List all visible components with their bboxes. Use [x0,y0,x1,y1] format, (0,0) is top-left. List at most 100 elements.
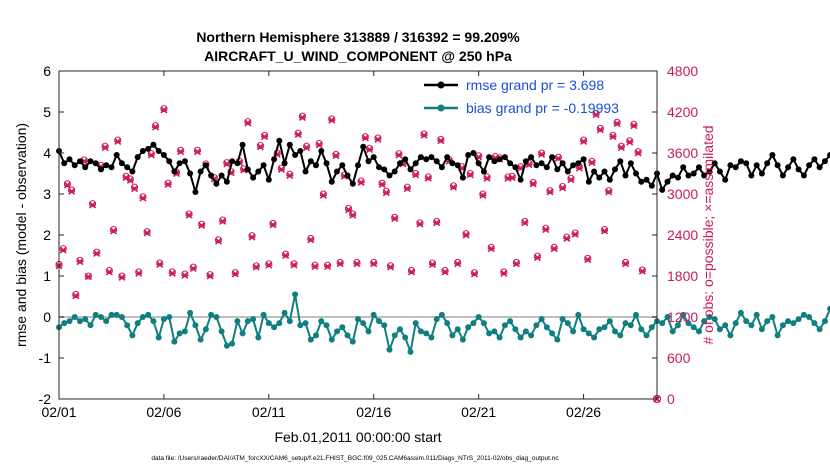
bias-point [669,328,676,335]
obs-possible-point [181,270,189,278]
rmse-point [202,162,209,169]
bias-point [381,322,388,329]
obs-possible-point [256,141,264,149]
obs-assimilated-point [454,260,462,268]
obs-possible-point [550,243,558,251]
obs-possible-point [395,150,403,158]
rmse-point [790,156,797,163]
obs-possible-point [177,146,185,154]
obs-possible-point [538,149,546,157]
bias-point [417,328,424,335]
obs-assimilated-point [307,236,315,244]
obs-possible-point [206,271,214,279]
obs-possible-point [311,261,319,269]
obs-possible-point [462,230,470,238]
obs-assimilated-point [533,253,541,262]
legend-rmse-marker [437,81,445,89]
rmse-point [601,168,608,175]
obs-assimilated-point [407,268,416,276]
data-file-footer: data file: /Users/raeder/DAI/ATM_forcXX/… [151,455,559,462]
bias-point [591,334,598,341]
obs-possible-point [219,216,227,224]
obs-possible-point [89,200,97,208]
rmse-point [250,174,257,181]
obs-possible-point [101,142,109,150]
rmse-point [716,168,723,175]
obs-assimilated-point [298,113,306,122]
rmse-point [617,158,624,165]
obs-assimilated-point [428,260,437,268]
rmse-point [213,180,220,187]
y-right-tick-label: 3600 [667,145,698,161]
rmse-point [129,168,136,175]
rmse-point [297,148,304,154]
bias-point [218,328,225,335]
obs-assimilated-point [303,143,311,152]
obs-possible-point [559,182,567,190]
obs-assimilated-point [508,174,516,182]
rmse-point [260,162,267,169]
obs-assimilated-point [357,178,365,186]
rmse-point [475,160,482,167]
obs-assimilated-point [126,176,134,184]
bias-point [265,320,272,327]
rmse-point [71,162,78,169]
obs-possible-point [408,267,416,275]
y-right-tick-label: 1800 [667,268,698,284]
rmse-point [113,152,120,158]
bias-point [145,311,152,318]
bias-point [800,311,807,318]
rmse-point [706,168,713,175]
obs-possible-point [269,219,277,227]
obs-possible-point [466,170,474,177]
rmse-point [77,158,83,165]
obs-possible-point [147,150,155,158]
bias-point [397,326,403,333]
obs-assimilated-point [118,273,126,281]
rmse-point [737,158,744,165]
obs-possible-point [160,105,168,113]
y-right-tick-label: 600 [667,350,691,366]
obs-assimilated-point [336,260,344,268]
bias-point [365,328,372,335]
bias-point [213,314,220,320]
bias-point [412,320,419,327]
rmse-point [606,176,613,183]
rmse-point [486,154,493,161]
bias-point [349,338,356,345]
obs-assimilated-point [168,269,176,277]
obs-assimilated-point [563,234,571,242]
obs-possible-point [152,122,160,130]
obs-assimilated-point [349,211,357,219]
obs-assimilated-point [101,143,109,152]
rmse-point [449,160,456,167]
obs-possible-point [626,137,634,145]
rmse-point [255,168,262,175]
bias-point [465,324,472,331]
obs-possible-point [584,254,592,262]
rmse-point [806,162,813,169]
obs-possible-point [303,142,311,150]
obs-assimilated-point [449,183,458,191]
bias-point [475,314,482,320]
obs-possible-point [366,144,374,152]
bias-point [758,326,765,333]
rmse-point [622,172,629,179]
obs-assimilated-point [382,189,390,197]
bias-point [323,322,330,329]
rmse-point [313,162,319,169]
obs-possible-point [328,115,336,123]
obs-assimilated-point [286,171,294,180]
bias-point [376,318,382,325]
bias-point [827,305,830,312]
bias-point [701,318,708,325]
bias-point [229,340,236,347]
obs-possible-point [370,258,378,266]
rmse-point [197,168,204,175]
obs-assimilated-point [294,130,302,139]
bias-point [292,291,299,298]
bias-point [77,318,83,325]
bias-point [696,328,702,335]
obs-possible-point [382,187,390,195]
obs-assimilated-point [198,221,206,229]
